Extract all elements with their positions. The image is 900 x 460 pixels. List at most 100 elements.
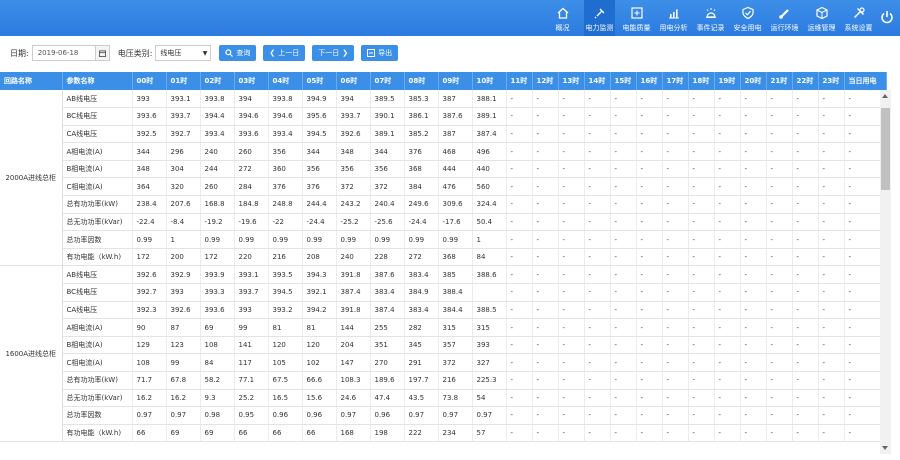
table-row[interactable]: CA线电压 392.5 392.7 393.4 393.6 393.4 394.5 392.6… (0, 125, 887, 144)
table-row[interactable]: 有功电能（kW.h) 172 200 172 220 216 208 240 228 272 368… (0, 248, 887, 267)
value-cell: - (662, 283, 689, 302)
nav-item-0[interactable]: 概况 (547, 0, 578, 36)
value-cell: - (792, 371, 819, 390)
table-row[interactable]: 总有功功率(kW) 71.7 67.8 58.2 77.1 67.5 66.6 108.3 18… (0, 371, 887, 390)
nav-item-2[interactable]: 电能质量 (621, 0, 652, 36)
column-header: 10时 (472, 72, 507, 90)
nav-item-1[interactable]: 电力监测 (584, 0, 615, 36)
table-row[interactable]: 总无功功率(kVar) 16.2 16.2 9.3 25.2 16.5 15.6 24.6 47… (0, 389, 887, 408)
value-cell: 394.2 (302, 301, 337, 320)
table-row[interactable]: BC线电压 393.6 393.7 394.4 394.6 394.6 395.6 393.7… (0, 107, 887, 126)
table-row[interactable]: 2000A进线总柜 AB线电压 393 393.1 393.8 394 393.8 394.9… (0, 90, 887, 267)
scroll-up-icon[interactable] (882, 94, 888, 98)
value-cell: - (636, 283, 663, 302)
table-row[interactable]: CA线电压 392.3 392.6 393.6 393 393.2 394.2 391.8 38… (0, 301, 887, 320)
value-cell: 0.99 (404, 230, 439, 249)
value-cell: 393.4 (200, 125, 235, 144)
table-row[interactable]: B相电流(A) 129 123 108 141 120 120 204 351 345 357 393… (0, 336, 887, 355)
value-cell: 440 (472, 160, 507, 179)
value-cell: - (714, 424, 741, 443)
value-cell: 238.4 (132, 195, 167, 214)
value-cell: - (636, 195, 663, 214)
value-cell: - (740, 248, 767, 267)
parameter-name-cell: AB线电压 (62, 265, 133, 285)
value-cell: - (610, 160, 637, 179)
column-header: 00时 (132, 72, 167, 90)
column-header: 13时 (558, 72, 585, 90)
value-cell: - (662, 195, 689, 214)
power-icon[interactable] (880, 10, 894, 24)
value-cell: 385.3 (404, 90, 439, 109)
voltage-type-select[interactable]: 线电压 ▼ (155, 45, 212, 61)
value-cell: 0.95 (234, 406, 269, 425)
vertical-scrollbar[interactable] (880, 90, 891, 454)
value-cell: 394.6 (234, 107, 269, 126)
value-cell: 0.99 (234, 230, 269, 249)
value-cell: 0.99 (302, 230, 337, 249)
value-cell: 351 (370, 336, 405, 355)
table-row[interactable]: 有功电能（kW.h) 66 69 69 66 66 66 168 198 222 234 57- - - -… (0, 424, 887, 443)
value-cell: 393.1 (166, 90, 201, 109)
nav-item-7[interactable]: 运维管理 (806, 0, 837, 36)
export-button[interactable]: 导出 (361, 45, 399, 61)
column-header: 20时 (740, 72, 767, 90)
value-cell: 372 (370, 177, 405, 197)
nav-item-5[interactable]: 安全用电 (732, 0, 763, 36)
nav-item-4[interactable]: 事件记录 (695, 0, 726, 36)
nav-item-3[interactable]: 用电分析 (658, 0, 689, 36)
value-cell: 296 (166, 142, 201, 161)
date-label: 日期: (10, 48, 29, 58)
value-cell: - (688, 195, 715, 214)
prev-day-button[interactable]: ❮ 上一日 (263, 45, 306, 61)
value-cell: 394.9 (302, 90, 337, 109)
value-cell: 389.5 (370, 90, 405, 109)
value-cell: - (792, 160, 819, 179)
value-cell: 198 (370, 424, 405, 443)
value-cell: 393.5 (268, 265, 303, 285)
table-row[interactable]: 总功率因数 0.99 1 0.99 0.99 0.99 0.99 0.99 0.99 0.99 0.… (0, 230, 887, 249)
table-row[interactable]: C相电流(A) 108 99 84 117 105 102 147 270 291 372 327- -… (0, 353, 887, 372)
value-cell: 16.2 (132, 389, 167, 408)
value-cell: - (532, 107, 559, 126)
nav-item-8[interactable]: 系统设置 (843, 0, 874, 36)
value-cell: - (714, 283, 741, 302)
value-cell: - (532, 265, 559, 285)
value-cell: - (558, 107, 585, 126)
value-cell: - (610, 424, 637, 443)
value-cell: 393.7 (166, 107, 201, 126)
value-cell: - (792, 195, 819, 214)
next-day-button[interactable]: 下一日 ❯ (312, 45, 355, 61)
query-button[interactable]: 查询 (219, 45, 257, 61)
value-cell: 344 (302, 142, 337, 161)
calendar-button[interactable] (95, 45, 110, 61)
table-row[interactable]: B相电流(A) 348 304 244 272 360 356 356 356 368 444 440… (0, 160, 887, 179)
table-row[interactable]: 总有功功率(kW) 238.4 207.6 168.8 184.8 248.8 244.4 2… (0, 195, 887, 214)
value-cell: 16.2 (166, 389, 201, 408)
nav-item-label: 运维管理 (807, 24, 836, 32)
table-row[interactable]: 总无功功率(kVar) -22.4 -8.4 -19.2 -19.6 -22 -24.4 -2… (0, 213, 887, 232)
scrollbar-thumb[interactable] (881, 108, 890, 190)
value-cell: - (636, 142, 663, 161)
value-cell: 392.1 (302, 283, 337, 302)
table-row[interactable]: 1600A进线总柜 AB线电压 392.6 392.9 393.9 393.1 393.5 3… (0, 265, 887, 443)
value-cell: - (610, 90, 637, 109)
table-row[interactable]: A相电流(A) 344 296 240 260 356 344 348 344 376 468 496… (0, 142, 887, 161)
value-cell: - (506, 283, 533, 302)
nav-item-6[interactable]: 运行环境 (769, 0, 800, 36)
scroll-down-icon[interactable] (882, 446, 888, 450)
table-row[interactable]: BC线电压 392.7 393 393.3 393.7 394.5 392.1 387.4 38… (0, 283, 887, 302)
table-row[interactable]: 总功率因数 0.97 0.97 0.98 0.95 0.96 0.96 0.97 0.96 0.9… (0, 406, 887, 425)
table-row[interactable]: C相电流(A) 364 320 260 284 376 376 372 372 384 476 560… (0, 177, 887, 197)
prev-day-label: 上一日 (278, 49, 300, 57)
value-cell: 394.3 (302, 265, 337, 285)
value-cell: 260 (200, 177, 235, 197)
table-row[interactable]: A相电流(A) 90 87 69 99 81 81 144 255 282 315 315- - - - - -… (0, 318, 887, 337)
value-cell: - (740, 230, 767, 249)
date-input[interactable]: 2019-06-18 (31, 45, 96, 61)
value-cell: - (506, 301, 533, 320)
value-cell: - (740, 389, 767, 408)
value-cell: 249.6 (404, 195, 439, 214)
data-table-container: 回路名称 参数名称 00时 01时 02时 03时 04时 05时 06时 07时 08时 09时 10… (0, 72, 887, 443)
value-cell: 204 (336, 336, 371, 355)
column-header: 01时 (166, 72, 201, 90)
